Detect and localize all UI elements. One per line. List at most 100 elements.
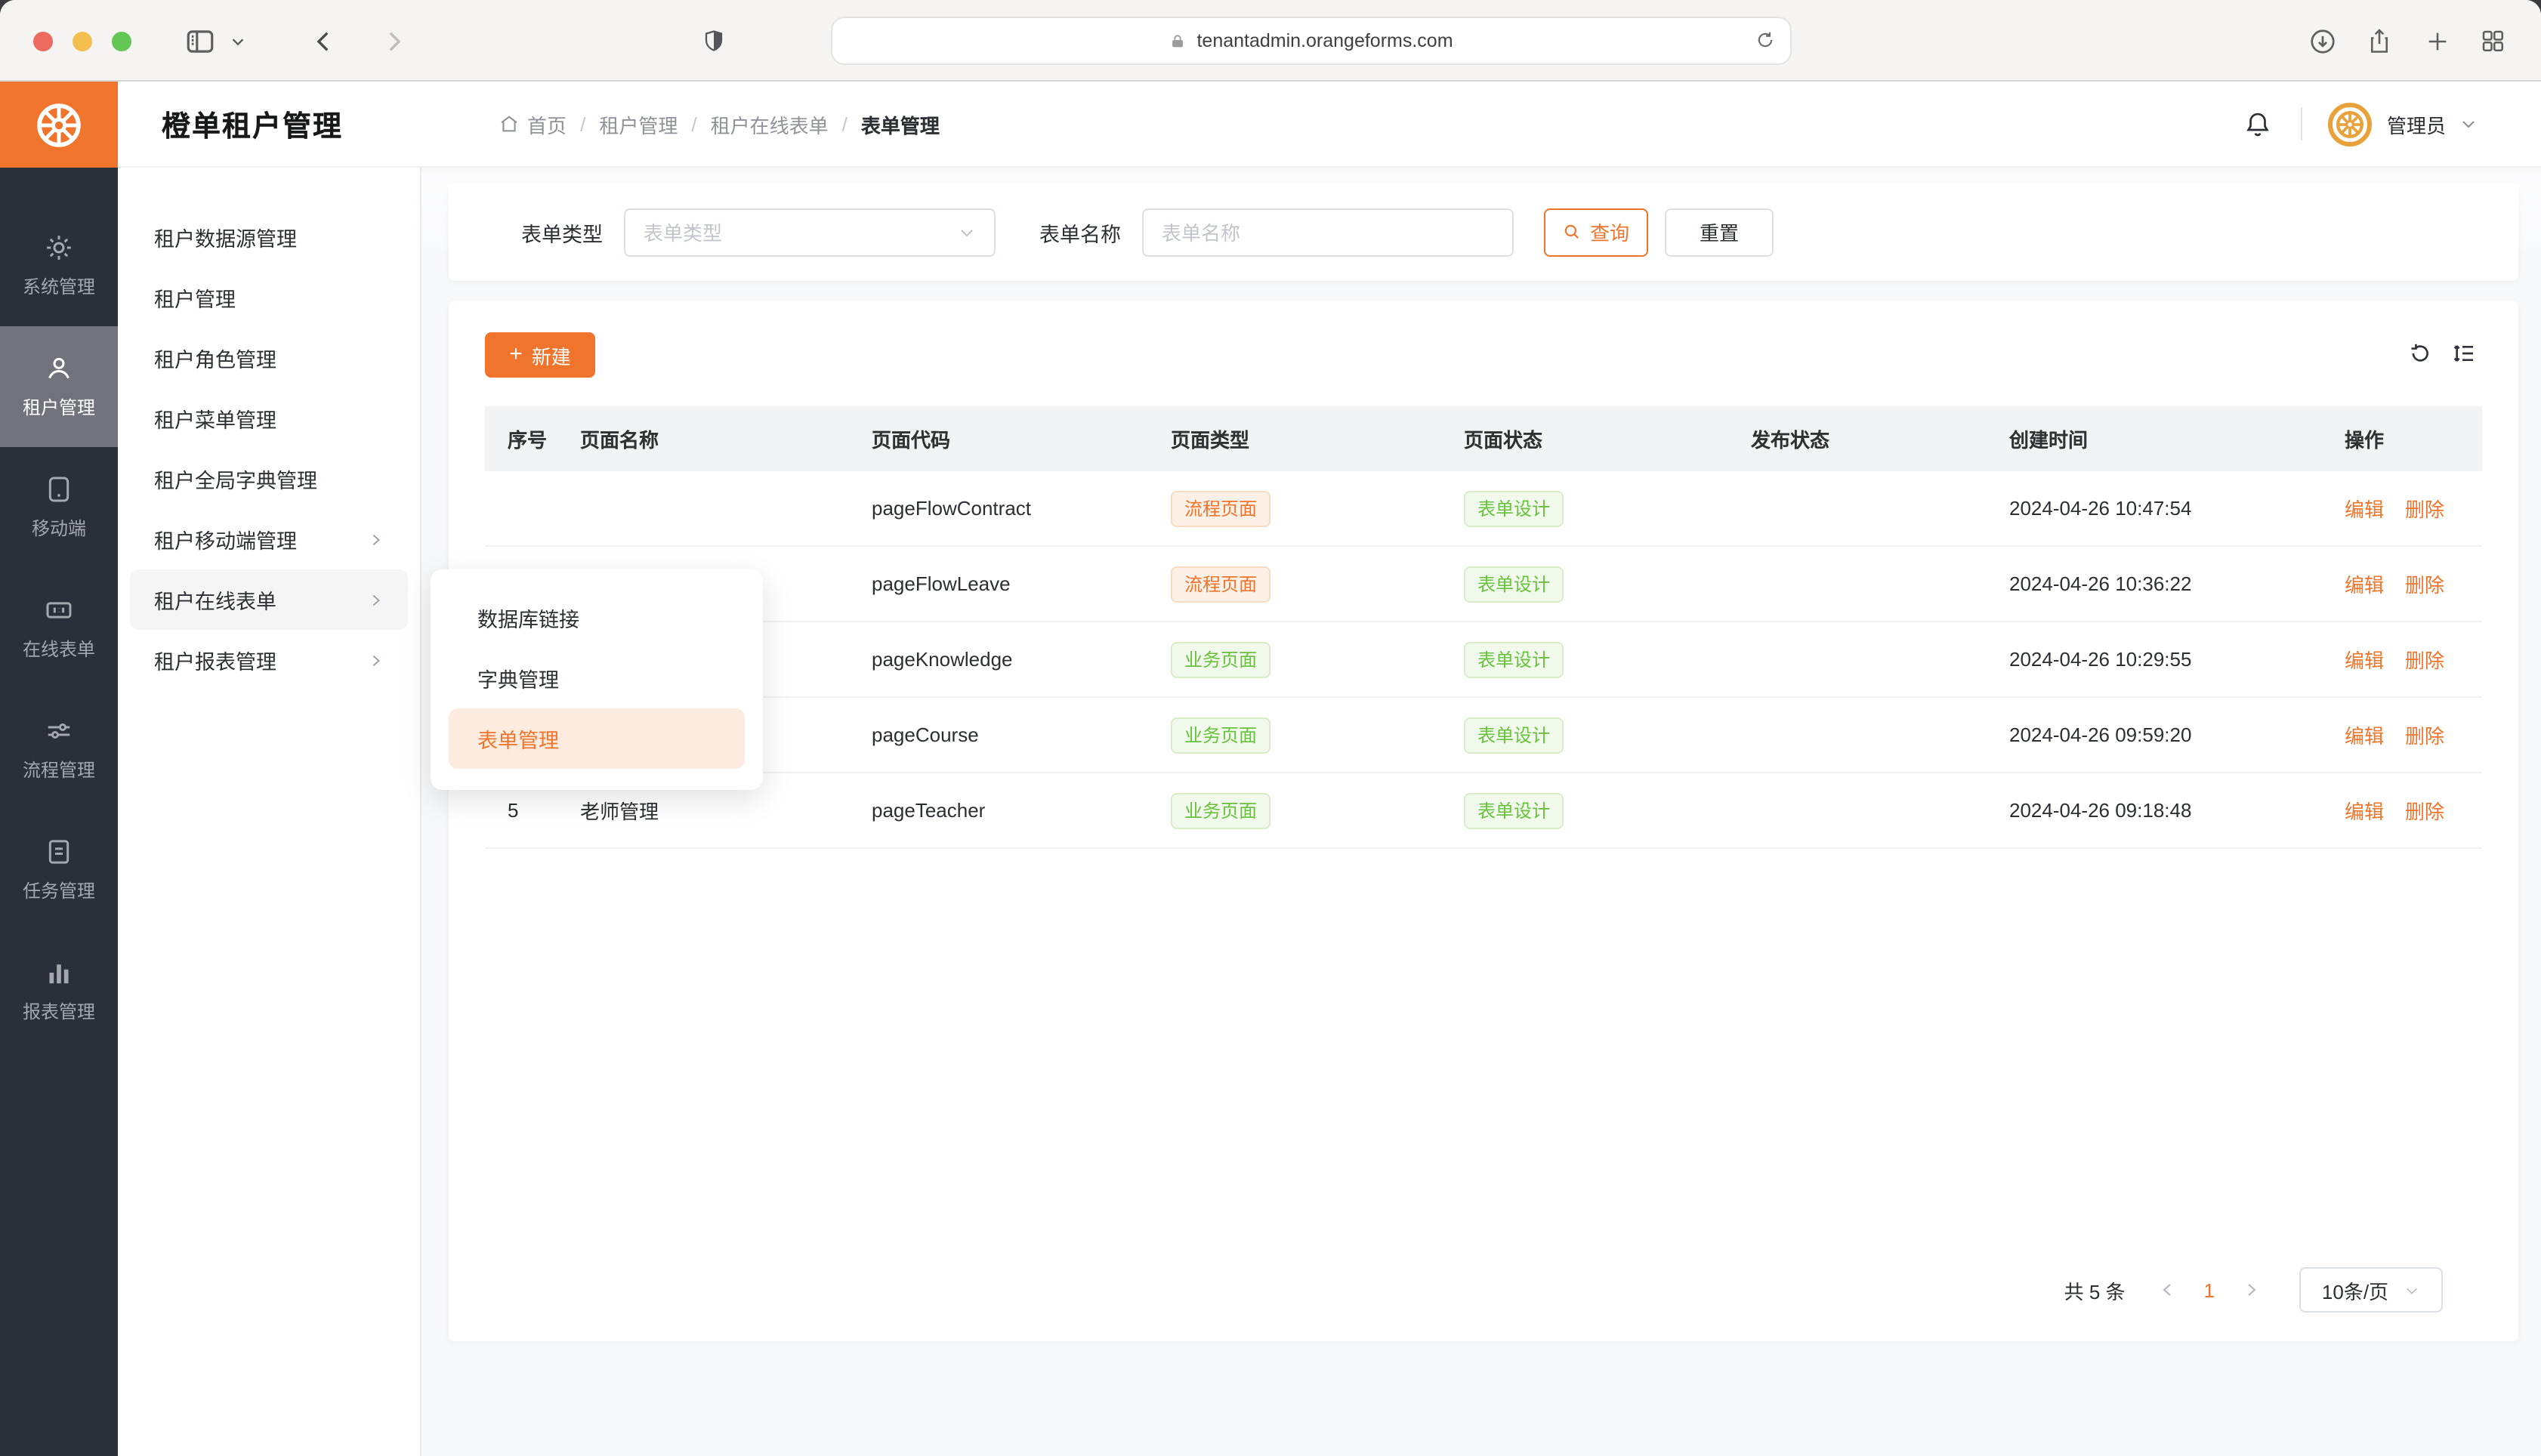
menu-item-role[interactable]: 租户角色管理 <box>154 349 276 372</box>
page-status-tag: 表单设计 <box>1464 490 1564 526</box>
secondary-sidebar: 租户数据源管理 租户管理 租户角色管理 租户菜单管理 租户全局字典管理 租户移动… <box>118 168 421 1456</box>
search-button[interactable]: 查询 <box>1544 208 1648 256</box>
form-type-select[interactable]: 表单类型 <box>624 208 996 256</box>
menu-item-menu[interactable]: 租户菜单管理 <box>154 409 276 432</box>
reset-button[interactable]: 重置 <box>1665 208 1774 256</box>
mobile-icon <box>44 474 74 504</box>
privacy-shield-icon[interactable] <box>702 0 725 82</box>
table-header-row: 序号 页面名称 页面代码 页面类型 页面状态 发布状态 创建时间 操作 <box>485 406 2482 471</box>
online-form-flyout-menu: 数据库链接 字典管理 表单管理 <box>431 569 763 790</box>
chevron-right-icon <box>367 591 384 608</box>
primary-sidebar: 系统管理 租户管理 移动端 在线表单 流程管理 任务管理 <box>0 82 118 1456</box>
app-title: 橙单租户管理 <box>162 111 344 143</box>
rail-nav: 系统管理 租户管理 移动端 在线表单 流程管理 任务管理 <box>0 168 118 1051</box>
rail-item-label: 租户管理 <box>22 397 95 418</box>
orange-wheel-icon <box>2336 110 2363 137</box>
breadcrumb-item[interactable]: 租户在线表单 <box>710 114 829 137</box>
window-controls <box>33 31 131 51</box>
rail-item-system[interactable]: 系统管理 <box>0 205 118 326</box>
form-table: 序号 页面名称 页面代码 页面类型 页面状态 发布状态 创建时间 操作 pageFlow… <box>485 406 2482 849</box>
rail-item-report[interactable]: 报表管理 <box>0 930 118 1051</box>
rail-item-online-form[interactable]: 在线表单 <box>0 568 118 689</box>
rail-item-label: 在线表单 <box>22 639 95 660</box>
plus-icon: + <box>509 341 523 367</box>
back-button[interactable] <box>311 0 337 82</box>
page-type-tag: 业务页面 <box>1171 641 1271 677</box>
breadcrumb-home[interactable]: 首页 <box>499 110 567 138</box>
gear-icon <box>44 233 74 263</box>
share-icon[interactable] <box>2366 0 2393 82</box>
edit-link[interactable]: 编辑 <box>2345 498 2385 521</box>
row-density-icon[interactable] <box>2452 341 2476 366</box>
table-row: 4课程管理 pageCourse 业务页面 表单设计 2024-04-26 09… <box>485 698 2482 773</box>
prev-page-icon[interactable] <box>2159 1281 2177 1299</box>
forward-button[interactable] <box>381 0 406 82</box>
edit-link[interactable]: 编辑 <box>2345 725 2385 748</box>
tab-overview-icon[interactable] <box>2479 0 2506 82</box>
home-icon <box>499 113 520 134</box>
user-name[interactable]: 管理员 <box>2386 114 2446 137</box>
zoom-window-button[interactable] <box>112 31 131 51</box>
delete-link[interactable]: 删除 <box>2405 800 2445 823</box>
page-type-tag: 流程页面 <box>1171 566 1271 602</box>
task-doc-icon <box>44 837 74 867</box>
delete-link[interactable]: 删除 <box>2405 498 2445 521</box>
edit-link[interactable]: 编辑 <box>2345 649 2385 672</box>
rail-item-tenant[interactable]: 租户管理 <box>0 326 118 447</box>
reload-icon[interactable] <box>1755 30 1775 50</box>
header-divider <box>2300 107 2302 140</box>
sidebar-chevron-down-icon[interactable] <box>230 0 246 82</box>
delete-link[interactable]: 删除 <box>2405 574 2445 597</box>
app-header: 橙单租户管理 首页 / 租户管理 / 租户在线表单 / 表单管理 <box>118 82 2541 168</box>
menu-item-online-form[interactable]: 租户在线表单 <box>130 569 408 630</box>
user-chevron-down-icon[interactable] <box>2459 115 2478 133</box>
form-ratio-icon <box>44 595 74 625</box>
rail-item-task[interactable]: 任务管理 <box>0 810 118 930</box>
menu-item-mobile-mgmt[interactable]: 租户移动端管理 <box>130 509 408 569</box>
create-button[interactable]: + 新建 <box>485 332 595 378</box>
table-row: 5 老师管理 pageTeacher 业务页面 表单设计 2024-04-26 0… <box>485 773 2482 849</box>
page-status-tag: 表单设计 <box>1464 792 1564 828</box>
page-status-tag: 表单设计 <box>1464 717 1564 753</box>
flyout-item-dict[interactable]: 字典管理 <box>477 669 559 692</box>
header-actions: 管理员 <box>2243 102 2478 146</box>
edit-link[interactable]: 编辑 <box>2345 574 2385 597</box>
rail-item-label: 移动端 <box>31 518 86 539</box>
next-page-icon[interactable] <box>2242 1281 2260 1299</box>
close-window-button[interactable] <box>33 31 53 51</box>
new-tab-icon[interactable] <box>2425 0 2450 82</box>
menu-item-tenant[interactable]: 租户管理 <box>154 288 236 311</box>
flyout-item-db-link[interactable]: 数据库链接 <box>477 609 579 631</box>
refresh-icon[interactable] <box>2408 341 2432 366</box>
notifications-bell-icon[interactable] <box>2243 110 2272 138</box>
rail-item-process[interactable]: 流程管理 <box>0 689 118 810</box>
orange-wheel-icon <box>37 103 81 147</box>
page-type-tag: 业务页面 <box>1171 792 1271 828</box>
edit-link[interactable]: 编辑 <box>2345 800 2385 823</box>
browser-toolbar: tenantadmin.orangeforms.com <box>0 0 2541 82</box>
current-page[interactable]: 1 <box>2203 1279 2215 1301</box>
address-bar[interactable]: tenantadmin.orangeforms.com <box>831 17 1792 65</box>
form-name-input[interactable]: 表单名称 <box>1142 208 1514 256</box>
table-row: pageKnowledge 业务页面 表单设计 2024-04-26 10:29… <box>485 622 2482 698</box>
sidebar-toggle-icon[interactable] <box>184 0 216 82</box>
breadcrumb-item[interactable]: 租户管理 <box>599 114 678 137</box>
page-status-tag: 表单设计 <box>1464 641 1564 677</box>
flyout-item-form-mgmt[interactable]: 表单管理 <box>449 708 745 769</box>
filter-panel: 表单类型 表单类型 表单名称 表单名称 查询 重置 <box>449 183 2518 281</box>
page-status-tag: 表单设计 <box>1464 566 1564 602</box>
minimize-window-button[interactable] <box>73 31 92 51</box>
page-size-select[interactable]: 10条/页 <box>2299 1267 2443 1313</box>
breadcrumb-separator: / <box>691 113 697 135</box>
menu-item-report-mgmt[interactable]: 租户报表管理 <box>130 630 408 690</box>
main-area: 主页 租户角色管理 表单管理 × 表单类型 表单类型 表单名称 表单名称 <box>421 168 2541 1456</box>
user-avatar[interactable] <box>2327 102 2372 146</box>
rail-item-mobile[interactable]: 移动端 <box>0 447 118 568</box>
delete-link[interactable]: 删除 <box>2405 649 2445 672</box>
menu-item-datasource[interactable]: 租户数据源管理 <box>154 228 297 251</box>
table-row: pageFlowContract 流程页面 表单设计 2024-04-26 10… <box>485 471 2482 547</box>
downloads-icon[interactable] <box>2308 0 2337 82</box>
menu-item-dict[interactable]: 租户全局字典管理 <box>154 470 317 492</box>
delete-link[interactable]: 删除 <box>2405 725 2445 748</box>
